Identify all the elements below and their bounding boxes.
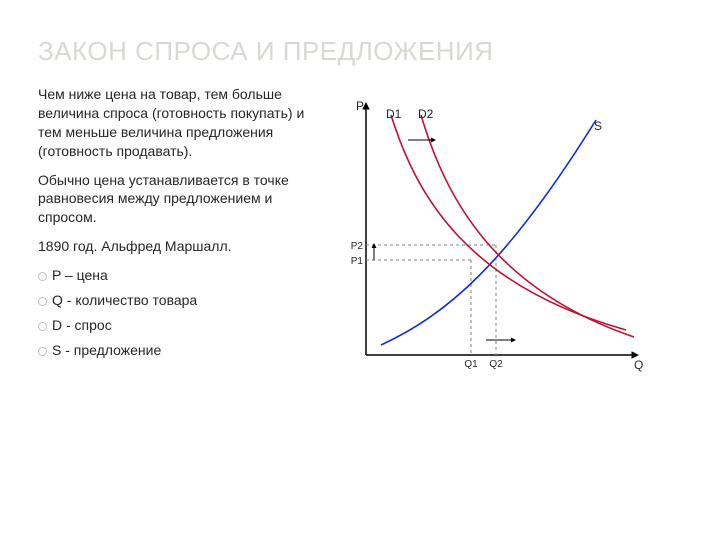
- tick-label-p2: P2: [351, 241, 364, 252]
- paragraph-1: Чем ниже цена на товар, тем больше велич…: [38, 85, 318, 161]
- chart-column: P Q P1 P2 Q1 Q2 S D1 D2: [336, 85, 690, 405]
- text-column: Чем ниже цена на товар, тем больше велич…: [38, 85, 318, 366]
- slide-title: ЗАКОН СПРОСА И ПРЕДЛОЖЕНИЯ: [38, 36, 690, 67]
- demand2-curve-label: D2: [418, 107, 434, 121]
- supply-curve-label: S: [594, 119, 602, 133]
- demand2-curve: [421, 115, 634, 337]
- legend-item-s: S - предложение: [38, 341, 318, 360]
- legend-item-q: Q - количество товара: [38, 291, 318, 310]
- tick-label-q1: Q1: [464, 359, 478, 370]
- demand1-curve-label: D1: [386, 107, 402, 121]
- legend-item-p: P – цена: [38, 266, 318, 285]
- supply-demand-chart-svg: P Q P1 P2 Q1 Q2 S D1 D2: [336, 85, 656, 385]
- content-columns: Чем ниже цена на товар, тем больше велич…: [38, 85, 690, 405]
- axis-label-p: P: [356, 99, 364, 113]
- paragraph-3: 1890 год. Альфред Маршалл.: [38, 237, 318, 256]
- demand1-curve: [391, 115, 626, 330]
- tick-label-p1: P1: [351, 256, 364, 267]
- supply-curve: [381, 120, 596, 345]
- paragraph-2: Обычно цена устанавливается в точке равн…: [38, 171, 318, 228]
- legend-item-d: D - спрос: [38, 316, 318, 335]
- axis-label-q: Q: [634, 358, 643, 372]
- legend-list: P – цена Q - количество товара D - спрос…: [38, 266, 318, 360]
- tick-label-q2: Q2: [489, 359, 503, 370]
